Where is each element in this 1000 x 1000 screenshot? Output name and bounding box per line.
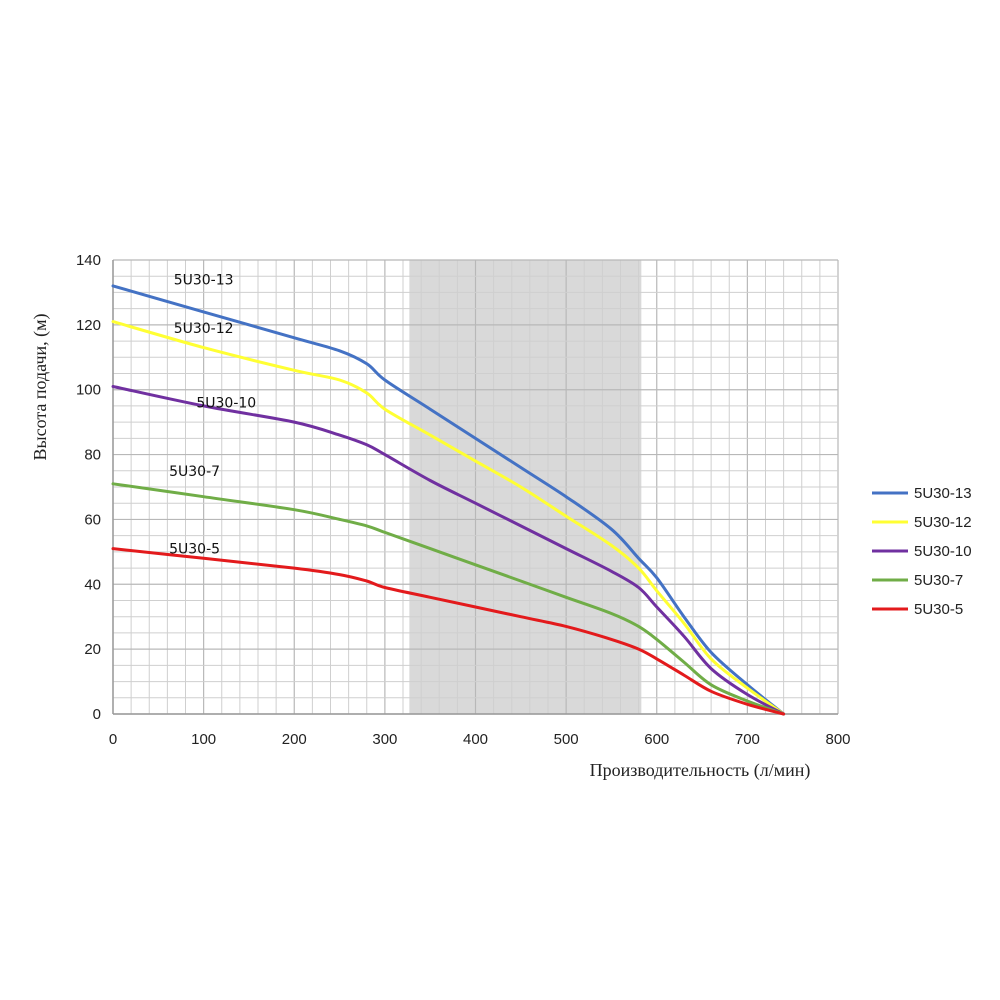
legend: 5U30-13 5U30-12 5U30-10 5U30-7 5U30-5 xyxy=(872,485,972,618)
y-tick-label: 20 xyxy=(84,641,101,658)
y-tick-label: 0 xyxy=(93,706,101,723)
y-tick-label: 140 xyxy=(76,252,101,269)
curve-label: 5U30-7 xyxy=(169,464,220,480)
legend-label: 5U30-5 xyxy=(914,601,963,618)
axes: 0 100 200 300 400 500 600 700 800 0 20 40 60 80 100 120… xyxy=(76,252,851,748)
curve-labels: 5U30-13 5U30-12 5U30-10 5U30-7 5U30-5 xyxy=(169,272,256,557)
grid xyxy=(112,259,839,715)
x-tick-label: 600 xyxy=(644,731,669,748)
curve-label: 5U30-5 xyxy=(169,542,220,558)
curve-label: 5U30-13 xyxy=(174,272,234,288)
x-tick-label: 500 xyxy=(554,731,579,748)
curve-label: 5U30-12 xyxy=(174,321,234,337)
x-axis-title: Производительность (л/мин) xyxy=(590,760,811,781)
series-line-5u30-7 xyxy=(111,482,786,716)
x-tick-label: 0 xyxy=(109,731,117,748)
series-line-5u30-5 xyxy=(111,547,786,716)
legend-label: 5U30-12 xyxy=(914,514,972,531)
y-tick-label: 60 xyxy=(84,511,101,528)
y-tick-label: 80 xyxy=(84,447,101,464)
y-tick-label: 120 xyxy=(76,317,101,334)
x-tick-label: 300 xyxy=(372,731,397,748)
x-tick-label: 700 xyxy=(735,731,760,748)
curve-label: 5U30-10 xyxy=(196,396,256,412)
y-tick-label: 100 xyxy=(76,382,101,399)
x-tick-label: 100 xyxy=(191,731,216,748)
x-tick-label: 200 xyxy=(282,731,307,748)
series-lines xyxy=(111,284,786,716)
y-tick-label: 40 xyxy=(84,576,101,593)
legend-label: 5U30-13 xyxy=(914,485,972,502)
series-line-5u30-10 xyxy=(111,385,786,716)
legend-label: 5U30-10 xyxy=(914,543,972,560)
x-tick-label: 400 xyxy=(463,731,488,748)
x-tick-label: 800 xyxy=(825,731,850,748)
series-line-5u30-12 xyxy=(111,320,786,716)
y-axis-title: Высота подачи, (м) xyxy=(30,313,51,460)
legend-label: 5U30-7 xyxy=(914,572,963,589)
series-line-5u30-13 xyxy=(111,284,786,716)
